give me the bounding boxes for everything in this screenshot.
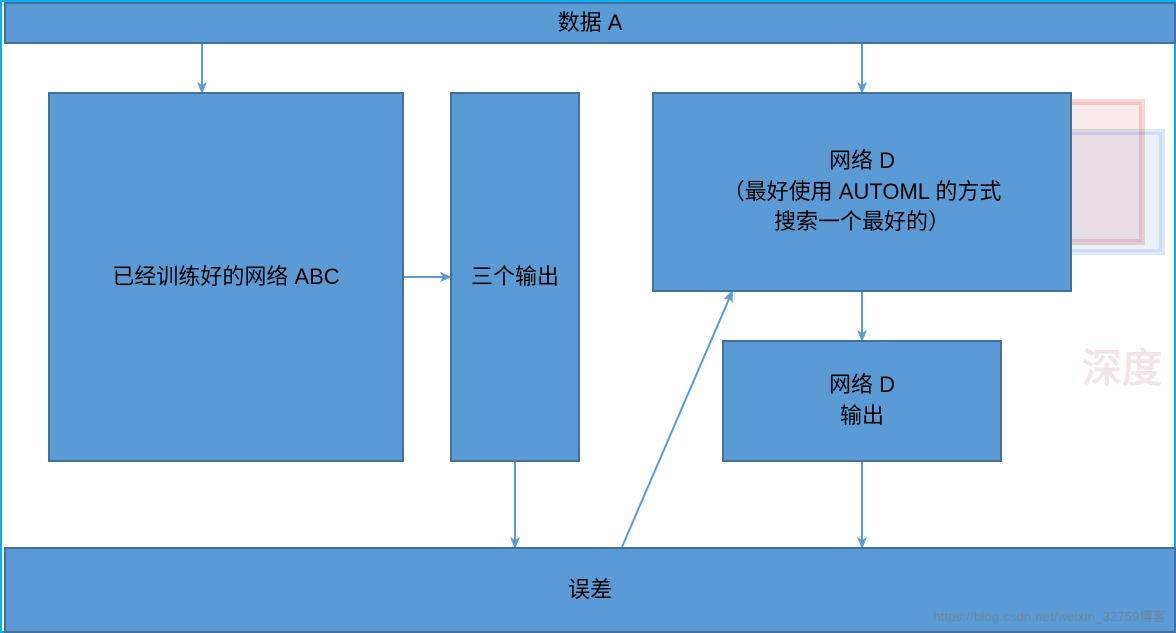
node-label: 误差 — [568, 575, 612, 606]
node-label: 已经训练好的网络 ABC — [112, 262, 339, 293]
diagram-canvas: 深度 数据 A 已经训练好的网络 ABC 三个输出 网络 D（最好使用 AUTO… — [0, 0, 1176, 633]
node-label: 三个输出 — [471, 262, 559, 293]
node-d-output: 网络 D输出 — [722, 340, 1002, 462]
node-label: 网络 D（最好使用 AUTOML 的方式搜索一个最好的） — [723, 146, 1002, 238]
node-network-d: 网络 D（最好使用 AUTOML 的方式搜索一个最好的） — [652, 92, 1072, 292]
node-label: 网络 D输出 — [829, 370, 895, 432]
watermark-text: https://blog.csdn.net/weixin_32759博客 — [933, 606, 1166, 625]
svg-text:深度: 深度 — [1082, 347, 1162, 391]
edge-error-to-net_d — [622, 292, 732, 547]
node-data-a: 数据 A — [4, 2, 1176, 44]
node-three-outputs: 三个输出 — [450, 92, 580, 462]
node-trained-abc: 已经训练好的网络 ABC — [48, 92, 404, 462]
node-label: 数据 A — [558, 8, 623, 39]
